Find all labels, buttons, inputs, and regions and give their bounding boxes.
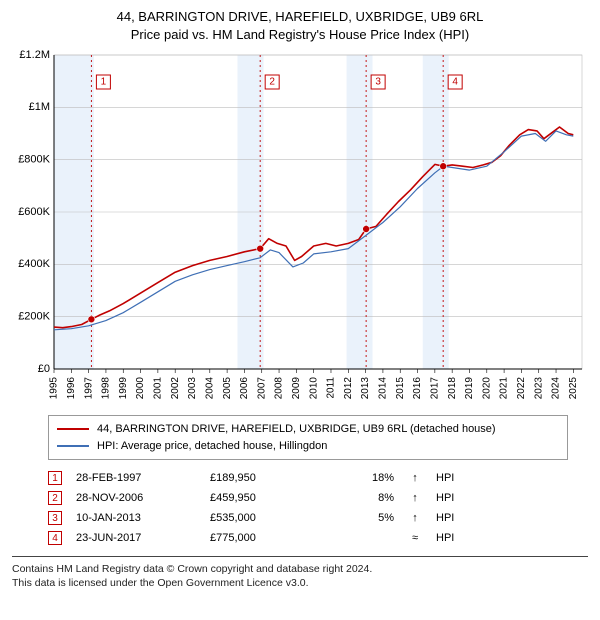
transaction-row: 4 23-JUN-2017 £775,000 ≈ HPI: [48, 528, 568, 548]
title-line1: 44, BARRINGTON DRIVE, HAREFIELD, UXBRIDG…: [12, 8, 588, 26]
svg-text:2003: 2003: [187, 377, 198, 400]
svg-text:2012: 2012: [343, 377, 354, 400]
tx-hpi-label: HPI: [436, 512, 466, 524]
transaction-row: 2 28-NOV-2006 £459,950 8% ↑ HPI: [48, 488, 568, 508]
tx-date: 28-NOV-2006: [76, 492, 196, 504]
svg-text:3: 3: [375, 77, 381, 88]
svg-text:2017: 2017: [429, 377, 440, 400]
svg-text:£1.2M: £1.2M: [19, 49, 50, 61]
svg-text:2011: 2011: [326, 377, 337, 399]
tx-pct: 18%: [334, 472, 394, 484]
svg-text:2002: 2002: [170, 377, 181, 400]
transaction-row: 3 10-JAN-2013 £535,000 5% ↑ HPI: [48, 508, 568, 528]
transaction-row: 1 28-FEB-1997 £189,950 18% ↑ HPI: [48, 468, 568, 488]
tx-arrow-icon: ↑: [408, 512, 422, 524]
svg-text:2013: 2013: [360, 377, 371, 400]
tx-arrow-icon: ≈: [408, 532, 422, 544]
legend-swatch: [57, 445, 89, 447]
svg-text:2023: 2023: [533, 377, 544, 400]
tx-price: £535,000: [210, 512, 320, 524]
svg-text:2001: 2001: [153, 377, 164, 400]
tx-marker: 2: [48, 491, 62, 505]
tx-marker: 3: [48, 511, 62, 525]
tx-arrow-icon: ↑: [408, 472, 422, 484]
tx-pct: 5%: [334, 512, 394, 524]
tx-pct: 8%: [334, 492, 394, 504]
svg-text:2004: 2004: [204, 377, 215, 400]
svg-text:1995: 1995: [49, 377, 60, 400]
svg-text:2024: 2024: [551, 377, 562, 400]
svg-text:2019: 2019: [464, 377, 475, 400]
svg-text:1: 1: [101, 77, 107, 88]
tx-hpi-label: HPI: [436, 532, 466, 544]
svg-text:2015: 2015: [395, 377, 406, 400]
chart: £0 £200K £400K £600K £800K £1M £1.2M 1995 1996 19…: [12, 49, 588, 409]
svg-text:2000: 2000: [135, 377, 146, 400]
svg-text:2016: 2016: [412, 377, 423, 400]
legend-item-property: 44, BARRINGTON DRIVE, HAREFIELD, UXBRIDG…: [57, 421, 559, 438]
svg-text:2010: 2010: [308, 377, 319, 400]
footer-line1: Contains HM Land Registry data © Crown c…: [12, 562, 588, 576]
svg-text:2005: 2005: [222, 377, 233, 400]
svg-text:2009: 2009: [291, 377, 302, 400]
legend: 44, BARRINGTON DRIVE, HAREFIELD, UXBRIDG…: [48, 415, 568, 460]
tx-date: 10-JAN-2013: [76, 512, 196, 524]
svg-text:£400K: £400K: [18, 258, 50, 270]
svg-text:£200K: £200K: [18, 311, 50, 323]
chart-title: 44, BARRINGTON DRIVE, HAREFIELD, UXBRIDG…: [12, 8, 588, 43]
footer: Contains HM Land Registry data © Crown c…: [12, 556, 588, 590]
tx-hpi-label: HPI: [436, 472, 466, 484]
legend-label: 44, BARRINGTON DRIVE, HAREFIELD, UXBRIDG…: [97, 421, 496, 438]
legend-item-hpi: HPI: Average price, detached house, Hill…: [57, 438, 559, 455]
svg-text:£600K: £600K: [18, 206, 50, 218]
tx-price: £775,000: [210, 532, 320, 544]
svg-text:2007: 2007: [256, 377, 267, 400]
svg-text:2020: 2020: [481, 377, 492, 400]
legend-label: HPI: Average price, detached house, Hill…: [97, 438, 327, 455]
footer-line2: This data is licensed under the Open Gov…: [12, 576, 588, 590]
chart-svg: £0 £200K £400K £600K £800K £1M £1.2M 1995 1996 19…: [12, 49, 588, 409]
svg-text:1999: 1999: [118, 377, 129, 400]
svg-text:1996: 1996: [66, 377, 77, 400]
svg-text:£0: £0: [38, 363, 50, 375]
svg-text:2025: 2025: [568, 377, 579, 400]
svg-text:£1M: £1M: [29, 101, 50, 113]
svg-text:2: 2: [269, 77, 275, 88]
transactions-table: 1 28-FEB-1997 £189,950 18% ↑ HPI 2 28-NOV-2006 £…: [48, 468, 568, 548]
svg-text:2018: 2018: [447, 377, 458, 400]
svg-text:2006: 2006: [239, 377, 250, 400]
legend-swatch: [57, 428, 89, 430]
title-line2: Price paid vs. HM Land Registry's House …: [12, 26, 588, 44]
tx-date: 23-JUN-2017: [76, 532, 196, 544]
svg-text:1998: 1998: [101, 377, 112, 400]
tx-arrow-icon: ↑: [408, 492, 422, 504]
svg-text:2008: 2008: [274, 377, 285, 400]
tx-price: £459,950: [210, 492, 320, 504]
svg-text:2021: 2021: [499, 377, 510, 400]
tx-date: 28-FEB-1997: [76, 472, 196, 484]
svg-text:2022: 2022: [516, 377, 527, 400]
svg-text:£800K: £800K: [18, 154, 50, 166]
tx-hpi-label: HPI: [436, 492, 466, 504]
tx-marker: 4: [48, 531, 62, 545]
tx-marker: 1: [48, 471, 62, 485]
svg-text:4: 4: [452, 77, 458, 88]
svg-text:2014: 2014: [378, 377, 389, 400]
tx-price: £189,950: [210, 472, 320, 484]
svg-text:1997: 1997: [83, 377, 94, 400]
